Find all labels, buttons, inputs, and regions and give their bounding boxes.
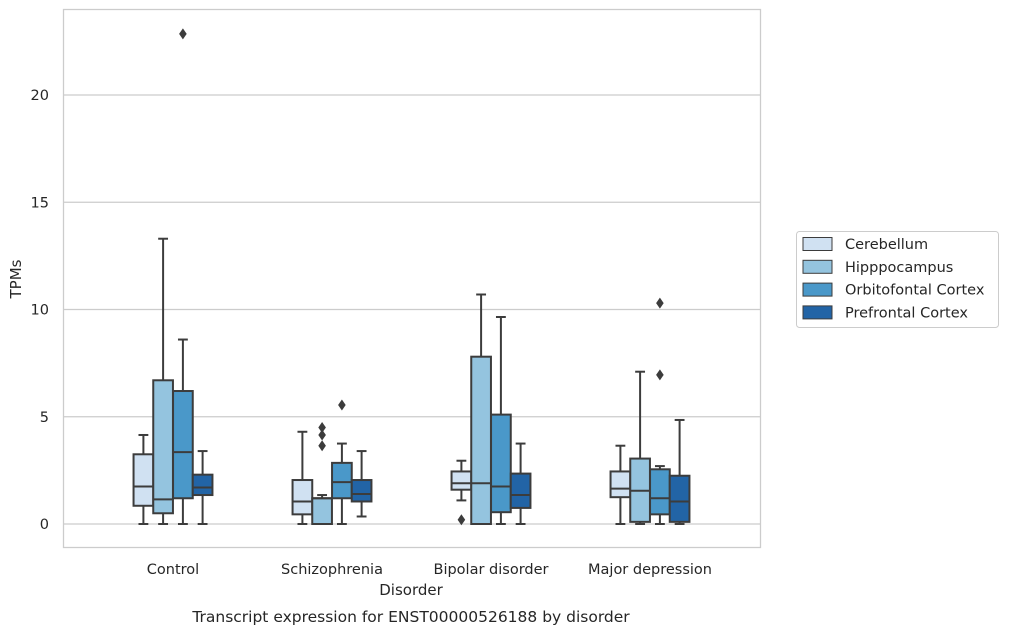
series-orbitofontal-cortex xyxy=(172,28,671,525)
box-body xyxy=(191,473,214,497)
outlier-marker xyxy=(338,399,346,411)
y-tick-labels: 0 5 10 15 20 xyxy=(31,88,49,533)
box-2-3 xyxy=(649,297,671,525)
y-tick-label-15: 15 xyxy=(31,195,49,211)
y-tick-label-5: 5 xyxy=(40,410,49,426)
box-body xyxy=(350,479,373,503)
box-body xyxy=(649,468,671,516)
outlier-marker xyxy=(318,440,326,452)
box-body xyxy=(172,390,194,500)
x-axis-label: Disorder xyxy=(379,581,443,599)
box-0-1 xyxy=(291,430,314,525)
chart-caption: Transcript expression for ENST0000052618… xyxy=(191,608,630,626)
box-3-3 xyxy=(668,418,691,525)
box-1-1 xyxy=(311,421,333,526)
box-1-0 xyxy=(152,237,174,525)
outlier-marker xyxy=(318,429,326,441)
legend-swatch-cerebellum xyxy=(802,237,833,251)
box-0-3 xyxy=(609,444,632,525)
y-axis-label: TPMs xyxy=(7,259,25,299)
y-tick-label-0: 0 xyxy=(40,517,49,533)
legend-swatch-hipppocampus xyxy=(802,259,833,274)
outlier-marker xyxy=(179,28,187,40)
box-body xyxy=(291,479,314,516)
legend-frame xyxy=(796,231,999,328)
box-2-0 xyxy=(172,28,194,525)
legend-swatch-orbitofontal-cortex xyxy=(802,282,833,297)
box-body xyxy=(470,355,492,525)
y-tick-label-10: 10 xyxy=(31,303,49,319)
box-3-1 xyxy=(350,450,373,518)
legend-label-cerebellum: Cerebellum xyxy=(845,237,928,253)
outlier-marker xyxy=(656,297,664,309)
box-body xyxy=(509,472,532,509)
box-1-2 xyxy=(470,293,492,525)
box-2-2 xyxy=(490,316,512,525)
box-3-0 xyxy=(191,450,214,525)
box-body xyxy=(450,470,473,491)
legend: Cerebellum Hipppocampus Orbitofontal Corte… xyxy=(796,231,999,328)
box-2-1 xyxy=(331,399,353,525)
box-body xyxy=(490,413,512,514)
box-body xyxy=(668,474,691,523)
x-tick-labels: Control Schizophrenia Bipolar disorder Majo… xyxy=(147,562,712,578)
legend-swatch-prefrontal-cortex xyxy=(802,305,833,320)
x-tick-label-major-depression: Major depression xyxy=(588,562,712,578)
legend-label-orbitofontal-cortex: Orbitofontal Cortex xyxy=(845,283,985,299)
x-tick-label-control: Control xyxy=(147,562,199,578)
x-tick-label-bipolar-disorder: Bipolar disorder xyxy=(434,562,549,578)
box-body xyxy=(311,497,333,526)
series-prefrontal-cortex xyxy=(191,418,691,525)
box-body xyxy=(152,379,174,515)
box-0-0 xyxy=(132,433,155,525)
series-hipppocampus xyxy=(152,237,651,526)
outlier-marker xyxy=(318,421,326,433)
x-tick-label-schizophrenia: Schizophrenia xyxy=(281,562,383,578)
legend-label-hipppocampus: Hipppocampus xyxy=(845,260,953,276)
box-body xyxy=(132,453,155,507)
box-3-2 xyxy=(509,442,532,525)
box-1-3 xyxy=(629,370,651,525)
plot-frame xyxy=(62,8,762,549)
legend-label-prefrontal-cortex: Prefrontal Cortex xyxy=(845,305,968,321)
box-series xyxy=(132,28,691,526)
box-body xyxy=(609,470,632,499)
box-0-2 xyxy=(450,459,473,526)
outlier-marker xyxy=(656,369,664,381)
y-tick-label-20: 20 xyxy=(31,88,49,104)
outlier-marker xyxy=(457,514,466,526)
box-body xyxy=(331,461,353,500)
